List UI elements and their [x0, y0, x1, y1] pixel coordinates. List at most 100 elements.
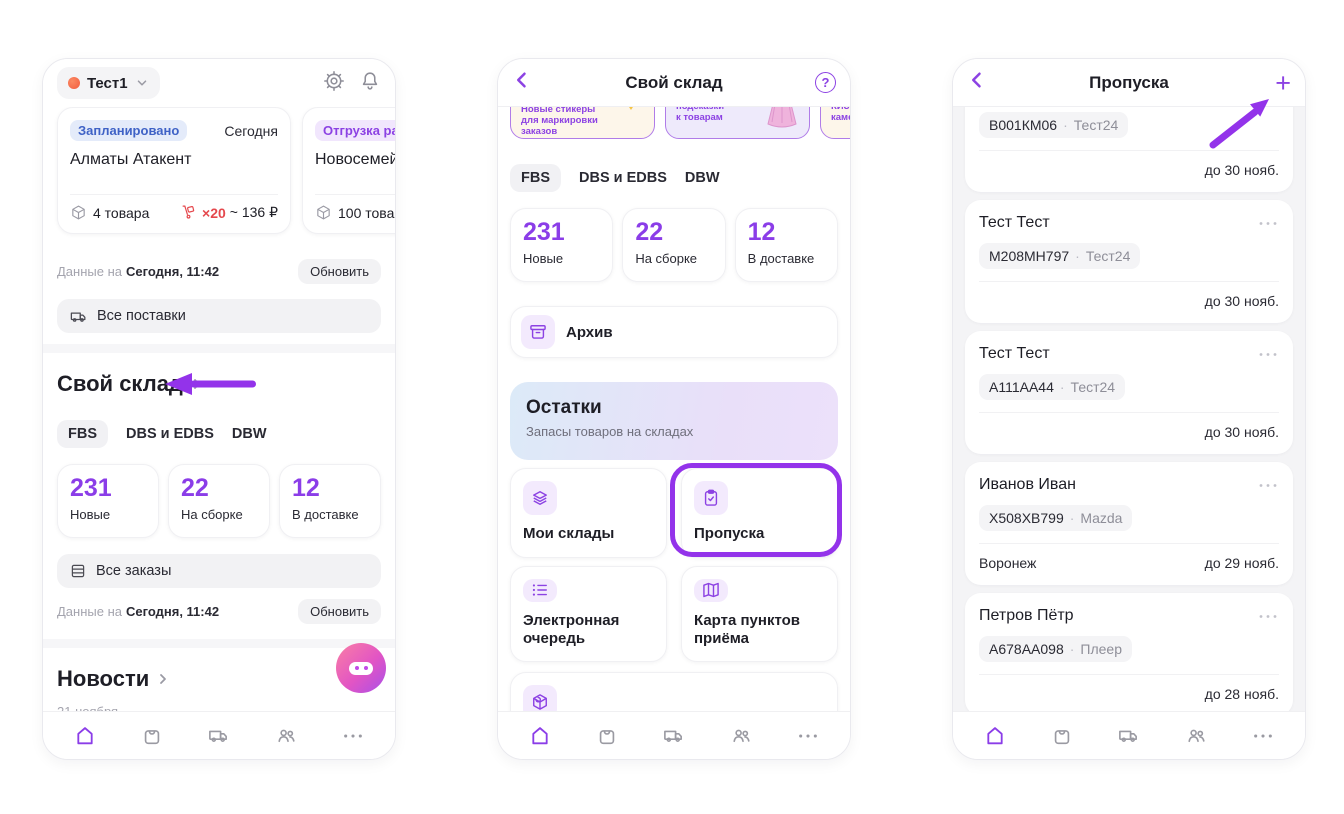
- nav-products-bag-icon[interactable]: [587, 716, 627, 756]
- all-supplies-button[interactable]: Все поставки: [57, 299, 381, 333]
- vehicle-brand: Mazda: [1080, 510, 1123, 526]
- news-section-heading[interactable]: Новости: [57, 664, 381, 694]
- nav-supplies-truck-icon[interactable]: [654, 716, 694, 756]
- warehouse-grid-row-1: Мои склады Пропуска: [510, 468, 838, 558]
- page-title: Пропуска: [1089, 72, 1169, 92]
- triangle-illustration: [618, 107, 644, 110]
- pass-card[interactable]: Иванов Иван Х508ХВ799 · Mazda Воронеж до…: [965, 462, 1293, 585]
- stat-card-delivery[interactable]: 12 В доставке: [279, 464, 381, 538]
- nav-partners-people-icon[interactable]: [1176, 716, 1216, 756]
- nav-more-dots-icon[interactable]: [788, 716, 828, 756]
- refresh-button[interactable]: Обновить: [298, 258, 381, 284]
- nav-home-icon[interactable]: [975, 716, 1015, 756]
- banner-kiz[interactable]: СканиКИЗ скамер: [820, 107, 850, 139]
- vehicle-brand: Тест24: [1073, 117, 1119, 133]
- pass-card[interactable]: Тест Тест А111АА44 · Тест24 до 30 нояб.: [965, 331, 1293, 454]
- stat-card-assembly[interactable]: 22 На сборке: [168, 464, 270, 538]
- stat-label: Новые: [523, 250, 564, 266]
- nav-partners-people-icon[interactable]: [266, 716, 306, 756]
- card-menu-dots-icon[interactable]: [1257, 220, 1279, 227]
- fulfillment-tabs: FBS DBS и EDBS DBW: [57, 419, 381, 449]
- back-icon[interactable]: [967, 70, 987, 95]
- phone-screen-warehouse: Свой склад ? Новые стикеры для маркировки…: [497, 58, 851, 760]
- warehouse-section-heading[interactable]: Свой склад: [57, 369, 381, 399]
- supply-multiplier: ×20: [202, 204, 226, 221]
- refresh-button[interactable]: Обновить: [298, 598, 381, 624]
- supply-carousel: Запланировано Сегодня Алматы Атакент 4 т…: [57, 107, 395, 234]
- help-icon[interactable]: ?: [815, 72, 836, 93]
- stat-card-assembly[interactable]: 22 На сборке: [622, 208, 726, 282]
- account-switcher[interactable]: Тест1: [57, 67, 160, 99]
- e-queue-card[interactable]: Электронная очередь: [510, 566, 667, 662]
- robot-face-icon: [349, 661, 373, 675]
- my-warehouses-label: Мои склады: [523, 525, 615, 542]
- pass-card[interactable]: Тест Тест М208МН797 · Тест24 до 30 нояб.: [965, 200, 1293, 323]
- tab-dbw[interactable]: DBW: [231, 426, 267, 442]
- nav-supplies-truck-icon[interactable]: [199, 716, 239, 756]
- tab-dbs-edbs[interactable]: DBS и EDBS: [126, 426, 214, 442]
- nav-partners-people-icon[interactable]: [721, 716, 761, 756]
- stat-card-new[interactable]: 231 Новые: [510, 208, 614, 282]
- stock-card[interactable]: Остатки Запасы товаров на складах: [510, 382, 838, 460]
- card-menu-dots-icon[interactable]: [1257, 482, 1279, 489]
- card-menu-dots-icon[interactable]: [1257, 613, 1279, 620]
- tab-dbw[interactable]: DBW: [684, 170, 720, 186]
- notifications-bell-icon[interactable]: [359, 70, 381, 97]
- pass-card[interactable]: Петров Пётр А678АА098 · Плеер до 28 нояб…: [965, 593, 1293, 711]
- tab-fbs[interactable]: FBS: [510, 164, 561, 192]
- passes-card[interactable]: Пропуска: [681, 468, 838, 558]
- chat-assistant-fab[interactable]: [336, 643, 386, 693]
- warehouse-grid-row-2: Электронная очередь Карта пунктов приёма: [510, 566, 838, 662]
- back-icon[interactable]: [512, 70, 532, 95]
- passes-header: Пропуска +: [953, 59, 1305, 107]
- card-menu-dots-icon[interactable]: [1257, 351, 1279, 358]
- nav-home-icon[interactable]: [520, 716, 560, 756]
- nav-home-icon[interactable]: [65, 716, 105, 756]
- pass-name: Иванов Иван: [979, 476, 1076, 493]
- acceptance-map-card[interactable]: Карта пунктов приёма: [681, 566, 838, 662]
- plate-number: Х508ХВ799: [989, 510, 1064, 526]
- archive-button[interactable]: Архив: [510, 306, 838, 358]
- add-pass-button[interactable]: +: [1275, 67, 1291, 98]
- supply-card[interactable]: Отгрузка ра Новосемей 100 това: [302, 107, 395, 234]
- stat-card-delivery[interactable]: 12 В доставке: [734, 208, 838, 282]
- supply-title: Алматы Атакент: [70, 151, 192, 168]
- account-name: Тест1: [87, 74, 128, 92]
- stat-card-new[interactable]: 231 Новые: [57, 464, 159, 538]
- tab-fbs[interactable]: FBS: [57, 420, 108, 448]
- nav-products-bag-icon[interactable]: [132, 716, 172, 756]
- bottom-nav: [43, 711, 395, 759]
- returns-card-partial[interactable]: [510, 672, 838, 711]
- truck-icon: [70, 312, 86, 322]
- stat-value: 22: [181, 474, 209, 502]
- news-date: 21 ноября: [57, 704, 381, 711]
- status-badge: Отгрузка ра: [315, 120, 395, 141]
- pass-name: Тест Тест: [979, 214, 1050, 231]
- settings-gear-icon[interactable]: [323, 70, 345, 97]
- fulfillment-tabs: FBS DBS и EDBS DBW: [510, 163, 838, 193]
- data-updated-time: Сегодня, 11:42: [126, 603, 220, 619]
- dolly-icon: [182, 205, 195, 219]
- nav-more-dots-icon[interactable]: [333, 716, 373, 756]
- nav-supplies-truck-icon[interactable]: [1109, 716, 1149, 756]
- all-orders-button[interactable]: Все заказы: [57, 554, 381, 588]
- dot-separator: ·: [1069, 510, 1075, 526]
- pass-valid-date: до 30 нояб.: [1204, 162, 1279, 178]
- home-header: Тест1: [43, 59, 395, 107]
- chevron-down-icon: [137, 80, 146, 86]
- orders-stats-row: 231 Новые 22 На сборке 12 В доставке: [510, 208, 838, 282]
- nav-more-dots-icon[interactable]: [1243, 716, 1283, 756]
- stat-value: 12: [292, 474, 320, 502]
- vehicle-tag: А111АА44 · Тест24: [979, 374, 1126, 400]
- banner-hints[interactable]: Добавилиподсказкик товарам: [665, 107, 810, 139]
- supply-card[interactable]: Запланировано Сегодня Алматы Атакент 4 т…: [57, 107, 291, 234]
- my-warehouses-card[interactable]: Мои склады: [510, 468, 667, 558]
- pass-name: Петров Пётр: [979, 607, 1074, 624]
- pass-card[interactable]: В001КМ06 · Тест24 до 30 нояб.: [965, 107, 1293, 192]
- banner-stickers[interactable]: Новые стикеры для маркировки заказов: [510, 107, 655, 139]
- nav-products-bag-icon[interactable]: [1042, 716, 1082, 756]
- tab-dbs-edbs[interactable]: DBS и EDBS: [579, 170, 667, 186]
- package-icon: [72, 205, 85, 220]
- stat-label: На сборке: [181, 506, 243, 522]
- news-section-title: Новости: [57, 666, 150, 691]
